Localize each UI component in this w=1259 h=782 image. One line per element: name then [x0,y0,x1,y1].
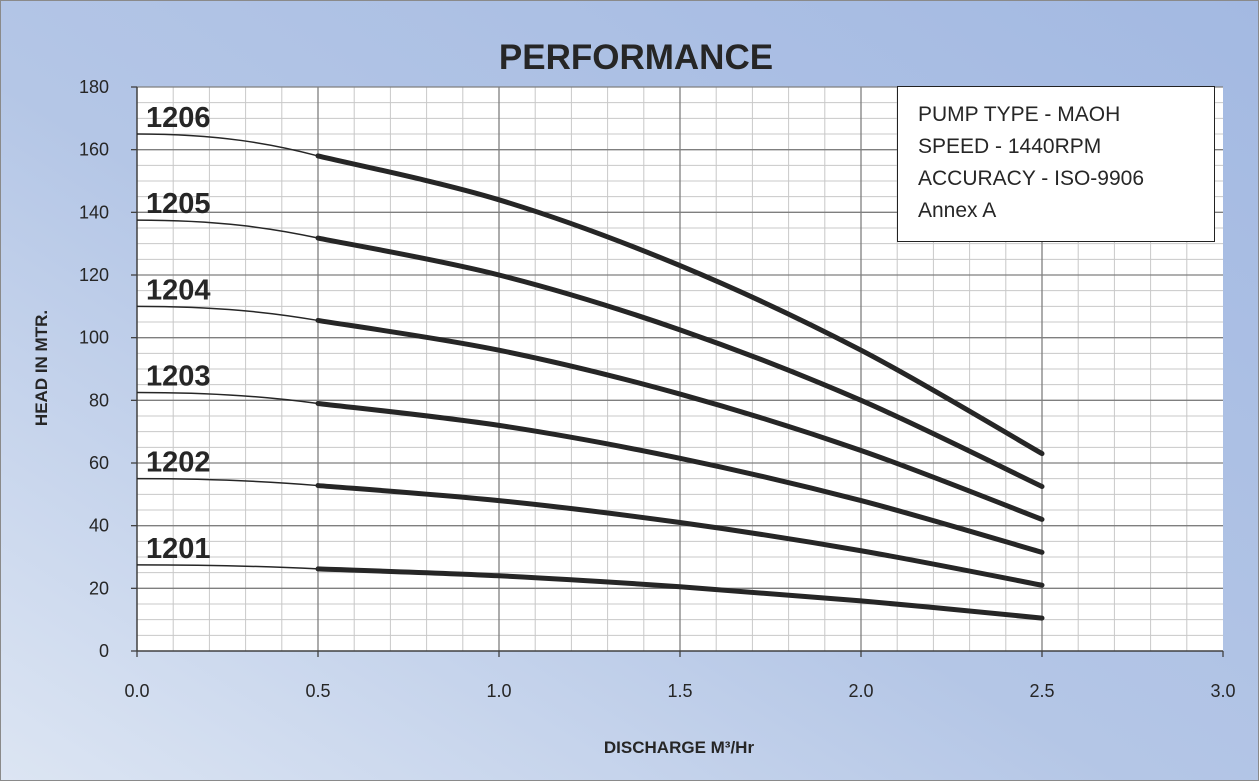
annex-text: Annex A [918,199,997,222]
series-1206-shutoff-segment [136,133,319,157]
axes: 0.0 0.5 1.0 1.5 2.0 2.5 3.0 0 20 40 60 80 100 120 140 1… [79,77,1236,701]
series-1204-shutoff-segment [136,305,319,322]
x-tick-label: 2.5 [1029,681,1054,701]
series-label-1205: 1205 [146,188,211,220]
y-tick-label: 120 [79,265,109,285]
x-tick-label: 3.0 [1210,681,1235,701]
y-tick-label: 80 [89,390,109,410]
y-tick-label: 160 [79,140,109,160]
series-1201-line [315,566,1045,621]
series-label-1206: 1206 [146,102,211,134]
y-tick-label: 100 [79,328,109,348]
pump-type-text: PUMP TYPE - MAOH [918,103,1121,126]
series-1205-shutoff-segment [136,219,319,239]
x-tick-label: 2.0 [848,681,873,701]
x-tick-label: 0.0 [124,681,149,701]
x-tick-label: 1.5 [667,681,692,701]
y-tick-label: 180 [79,77,109,97]
x-tick-label: 0.5 [305,681,330,701]
series-1203-line [315,400,1045,555]
y-tick-label: 140 [79,202,109,222]
series-1205-line [315,235,1045,489]
x-tick-label: 1.0 [486,681,511,701]
series-labels: 1201 1202 1203 1204 1205 1206 [146,102,211,565]
x-axis-title: DISCHARGE M³/Hr [604,738,755,757]
y-tick-label: 60 [89,453,109,473]
speed-text: SPEED - 1440RPM [918,135,1102,158]
series-label-1204: 1204 [146,274,211,306]
y-tick-label: 20 [89,578,109,598]
series-label-1202: 1202 [146,447,211,479]
pump-info-box: PUMP TYPE - MAOH SPEED - 1440RPM ACCURAC… [897,86,1215,242]
y-tick-label: 0 [99,641,109,661]
series-1204-line [315,317,1045,522]
series-label-1203: 1203 [146,361,211,393]
series-label-1201: 1201 [146,533,211,565]
accuracy-text: ACCURACY - ISO-9906 [918,167,1145,190]
y-axis-title: HEAD IN MTR. [32,310,51,426]
y-tick-label: 40 [89,516,109,536]
series-1202-line [315,483,1045,588]
series-1201-shutoff-segment [136,564,319,570]
series-1202-shutoff-segment [136,477,319,487]
series-1203-shutoff-segment [136,391,319,405]
series-1206-line [315,153,1045,457]
chart-title: PERFORMANCE [499,38,773,77]
series-lines [136,133,1045,621]
